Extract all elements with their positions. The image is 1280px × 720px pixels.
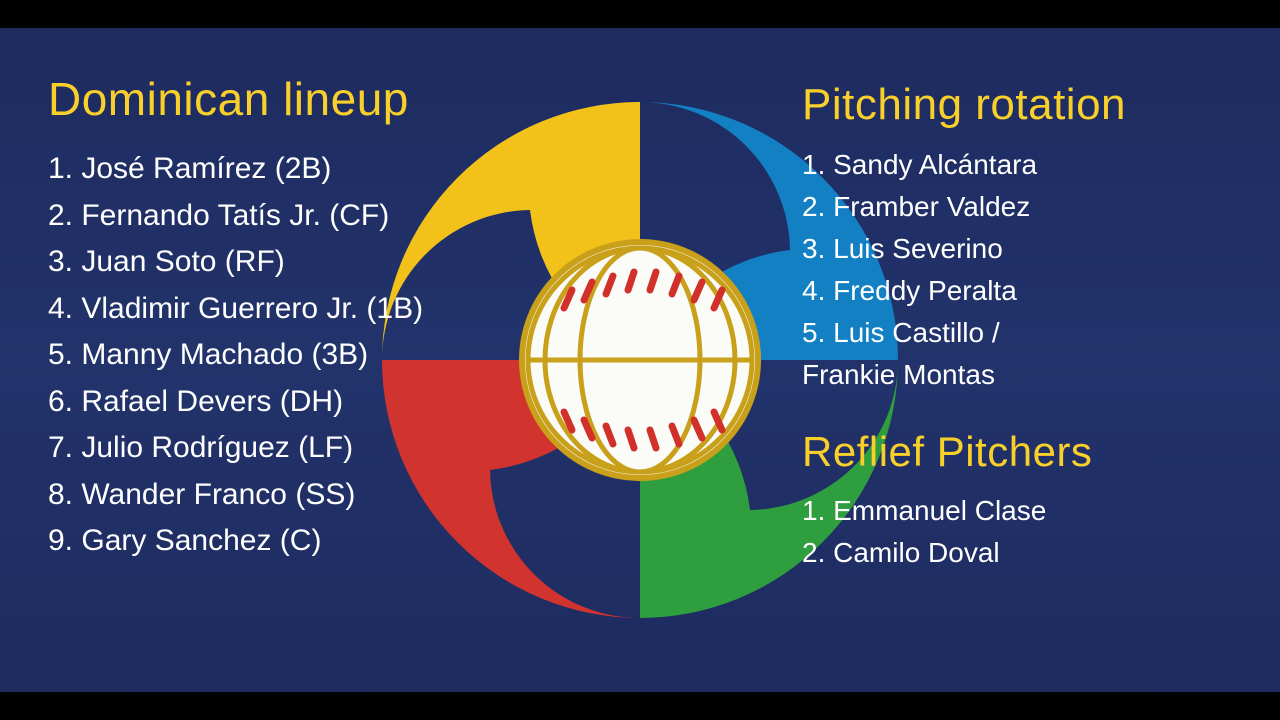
relief-heading: Reflief Pitchers: [802, 428, 1222, 476]
list-item: 4. Freddy Peralta: [802, 270, 1222, 312]
list-item: 3. Juan Soto (RF): [48, 239, 548, 286]
list-item: 1. José Ramírez (2B): [48, 146, 548, 193]
list-item: 6. Rafael Devers (DH): [48, 379, 548, 426]
lineup-section: Dominican lineup 1. José Ramírez (2B) 2.…: [48, 72, 548, 565]
letterbox-bottom: [0, 692, 1280, 720]
list-item: 7. Julio Rodríguez (LF): [48, 425, 548, 472]
list-item: 5. Manny Machado (3B): [48, 332, 548, 379]
letterbox-top: [0, 0, 1280, 28]
list-item: 3. Luis Severino: [802, 228, 1222, 270]
rotation-list: 1. Sandy Alcántara 2. Framber Valdez 3. …: [802, 144, 1222, 396]
list-item: 2. Framber Valdez: [802, 186, 1222, 228]
rotation-heading: Pitching rotation: [802, 80, 1222, 130]
list-item: 8. Wander Franco (SS): [48, 472, 548, 519]
pitching-section: Pitching rotation 1. Sandy Alcántara 2. …: [802, 80, 1222, 574]
list-item: Frankie Montas: [802, 354, 1222, 396]
list-item: 2. Camilo Doval: [802, 532, 1222, 574]
list-item: 9. Gary Sanchez (C): [48, 518, 548, 565]
list-item: 4. Vladimir Guerrero Jr. (1B): [48, 286, 548, 333]
lineup-list: 1. José Ramírez (2B) 2. Fernando Tatís J…: [48, 146, 548, 565]
list-item: 5. Luis Castillo /: [802, 312, 1222, 354]
list-item: 1. Emmanuel Clase: [802, 490, 1222, 532]
list-item: 1. Sandy Alcántara: [802, 144, 1222, 186]
relief-list: 1. Emmanuel Clase 2. Camilo Doval: [802, 490, 1222, 574]
list-item: 2. Fernando Tatís Jr. (CF): [48, 193, 548, 240]
lineup-heading: Dominican lineup: [48, 72, 548, 126]
